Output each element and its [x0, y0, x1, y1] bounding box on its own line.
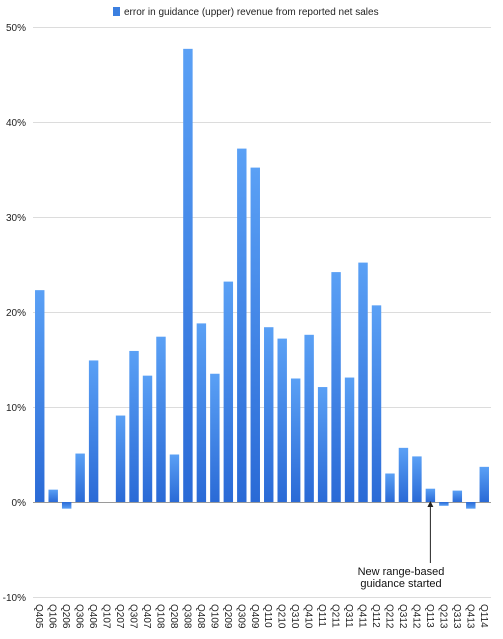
- bar-q311: [344, 377, 355, 502]
- bar-q411: [358, 262, 368, 502]
- x-tick-label: Q114: [478, 604, 489, 628]
- x-tick-label: Q213: [437, 604, 448, 629]
- bar-q309: [237, 148, 247, 502]
- bar-q408: [196, 323, 207, 502]
- legend-label: error in guidance (upper) revenue from r…: [124, 7, 379, 18]
- bar-q410: [304, 334, 314, 502]
- bar-q111: [317, 387, 328, 502]
- bar-q306: [75, 453, 85, 502]
- bar-q108: [156, 336, 166, 502]
- bar-q210: [277, 338, 287, 502]
- y-tick-label: 10%: [6, 403, 26, 414]
- legend: error in guidance (upper) revenue from r…: [113, 7, 379, 18]
- x-tick-label: Q408: [195, 604, 206, 629]
- bar-q106: [48, 489, 58, 502]
- bar-q211: [331, 272, 341, 502]
- x-tick-label: Q206: [60, 604, 71, 629]
- x-tick-label: Q412: [410, 604, 421, 629]
- y-tick-label: 20%: [6, 308, 26, 319]
- x-tick-label: Q208: [168, 604, 179, 629]
- bar-q313: [452, 490, 463, 502]
- bar-q212: [385, 473, 395, 502]
- legend-swatch: [113, 7, 120, 16]
- x-tick-label: Q405: [33, 604, 44, 629]
- x-tick-label: Q207: [114, 604, 125, 629]
- x-tick-label: Q209: [222, 604, 233, 629]
- bar-q213: [439, 502, 449, 506]
- x-tick-label: Q111: [316, 604, 327, 627]
- x-tick-label: Q109: [208, 604, 219, 629]
- x-tick-label: Q113: [424, 604, 435, 628]
- y-tick-label: 0%: [12, 498, 27, 509]
- x-tick-label: Q210: [276, 604, 287, 629]
- x-tick-label: Q311: [343, 604, 354, 628]
- annotation-text: guidance started: [360, 578, 441, 590]
- bar-q307: [129, 350, 139, 502]
- y-axis: -10% 0% 10% 20% 30% 40% 50%: [3, 23, 26, 604]
- x-tick-label: Q407: [141, 604, 152, 629]
- bar-q413: [466, 502, 476, 509]
- x-tick-label: Q410: [303, 604, 314, 629]
- y-tick-label: 40%: [6, 118, 26, 129]
- x-tick-label: Q413: [464, 604, 475, 629]
- bar-q109: [210, 373, 220, 502]
- bar-q312: [398, 447, 409, 502]
- bar-q208: [169, 454, 180, 502]
- x-tick-label: Q212: [383, 604, 394, 629]
- bar-q206: [61, 502, 72, 509]
- x-tick-label: Q211: [330, 604, 341, 628]
- x-tick-label: Q308: [181, 604, 192, 629]
- x-tick-label: Q107: [101, 604, 112, 629]
- arrow-head-icon: [427, 501, 434, 507]
- bar-q308: [183, 48, 193, 502]
- bar-q110: [264, 327, 274, 502]
- x-tick-label: Q112: [370, 604, 381, 628]
- x-tick-label: Q108: [154, 604, 165, 629]
- x-axis-labels: Q405 Q106 Q206 Q306 Q406 Q107 Q207 Q307 Q407 Q108…: [33, 604, 489, 629]
- x-tick-label: Q310: [289, 604, 300, 629]
- y-tick-label: 30%: [6, 213, 26, 224]
- x-tick-label: Q312: [397, 604, 408, 629]
- x-tick-label: Q106: [47, 604, 58, 629]
- bar-q209: [223, 281, 234, 502]
- bar-q409: [250, 167, 260, 502]
- bars: [35, 48, 489, 509]
- bar-q114: [479, 466, 489, 502]
- bar-q412: [412, 456, 422, 502]
- x-tick-label: Q110: [262, 604, 273, 628]
- x-tick-label: Q307: [128, 604, 139, 629]
- bar-q406: [88, 360, 99, 502]
- annotation-text: New range-based: [358, 566, 445, 578]
- x-tick-label: Q409: [249, 604, 260, 629]
- y-tick-label: -10%: [3, 593, 26, 604]
- x-tick-label: Q309: [235, 604, 246, 629]
- x-tick-label: Q313: [451, 604, 462, 629]
- bar-q310: [290, 378, 301, 502]
- bar-q405: [35, 290, 45, 502]
- bar-q113: [425, 488, 436, 502]
- bar-q207: [115, 415, 126, 502]
- bar-q407: [142, 375, 153, 502]
- gridlines: [33, 27, 491, 598]
- y-tick-label: 50%: [6, 23, 26, 34]
- x-tick-label: Q306: [74, 604, 85, 629]
- bar-q112: [371, 305, 382, 502]
- x-tick-label: Q411: [357, 604, 368, 628]
- x-tick-label: Q406: [87, 604, 98, 629]
